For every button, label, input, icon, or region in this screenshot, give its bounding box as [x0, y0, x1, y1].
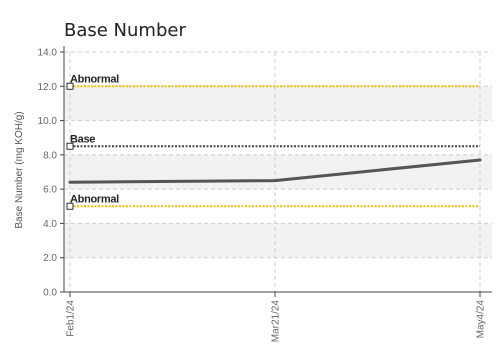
y-tick-label: 8.0: [43, 150, 57, 161]
background-band: [64, 154, 492, 190]
background-band: [64, 223, 492, 258]
reference-marker: [66, 142, 74, 150]
reference-line-label: Base: [70, 133, 95, 145]
tick-labels: 0.0 2.0 4.0 6.0 8.0 10.0 12.0 14.0 Feb1/24 Mar21/…: [38, 48, 487, 343]
reference-lines: Abnormal Base Abnormal: [66, 73, 480, 210]
background-bands: [64, 52, 492, 292]
background-band: [64, 257, 492, 292]
x-tick-label: Mar21/24: [271, 300, 282, 343]
reference-line-label: Abnormal: [70, 73, 119, 85]
y-tick-label: 10.0: [38, 116, 58, 127]
x-tick-label: Feb1/24: [66, 300, 77, 337]
reference-marker: [66, 82, 74, 90]
reference-marker: [66, 202, 74, 210]
y-tick-label: 0.0: [43, 288, 57, 299]
background-band: [64, 86, 492, 121]
y-tick-label: 4.0: [43, 219, 57, 230]
y-tick-label: 12.0: [38, 82, 58, 93]
axes: [60, 46, 492, 297]
y-axis-label: Base Number (mg KOH/g): [14, 111, 25, 228]
y-tick-label: 14.0: [38, 48, 58, 59]
background-band: [64, 120, 492, 155]
data-series: [68, 158, 482, 184]
background-band: [64, 52, 492, 87]
chart-title: Base Number: [64, 20, 186, 41]
data-series-line: [68, 158, 482, 184]
reference-line-label: Abnormal: [70, 193, 119, 205]
y-tick-label: 2.0: [43, 253, 57, 264]
x-tick-label: May4/24: [476, 300, 487, 339]
y-tick-label: 6.0: [43, 185, 57, 196]
